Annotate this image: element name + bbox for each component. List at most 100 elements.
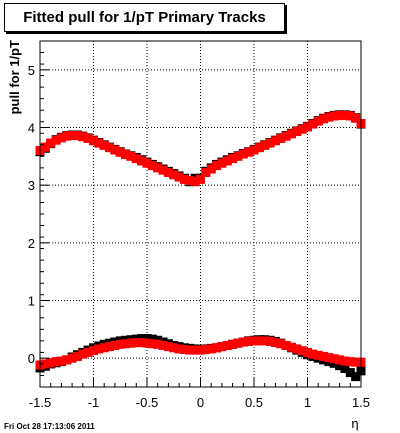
data-point — [313, 350, 323, 360]
data-point — [228, 339, 238, 349]
data-point — [110, 340, 120, 350]
chart-title: Fitted pull for 1/pT Primary Tracks — [4, 3, 285, 32]
axis-tick-labels: -1.5 -1 -0.5 0 0.5 1 1.5 0 1 2 3 4 5 — [28, 63, 370, 410]
data-point — [319, 114, 329, 124]
data-point — [72, 131, 82, 141]
data-point — [276, 339, 286, 349]
data-point — [335, 110, 345, 120]
data-point — [126, 151, 136, 161]
data-point — [94, 138, 104, 148]
data-point — [286, 129, 296, 139]
data-point — [46, 358, 56, 368]
data-point — [292, 127, 302, 137]
data-point — [340, 356, 350, 366]
data-point — [260, 336, 270, 346]
series-3 — [35, 336, 366, 370]
data-point — [329, 358, 339, 368]
data-point — [142, 158, 152, 168]
data-point — [174, 172, 184, 182]
data-point — [51, 135, 61, 145]
data-point — [217, 158, 227, 168]
data-point — [324, 112, 334, 122]
data-point — [179, 345, 189, 355]
data-point — [169, 170, 179, 180]
y-tick-label: 5 — [28, 63, 35, 78]
y-tick-label: 2 — [28, 236, 35, 251]
axis-ticks — [39, 40, 362, 388]
data-point — [158, 165, 168, 175]
data-point — [78, 349, 88, 359]
data-point — [254, 143, 264, 153]
data-point — [40, 142, 50, 152]
data-point — [265, 336, 275, 346]
data-point — [329, 354, 339, 364]
data-point — [260, 140, 270, 150]
data-point — [201, 167, 211, 177]
data-point — [147, 161, 157, 171]
data-point — [222, 340, 232, 350]
data-point — [67, 131, 77, 141]
data-point — [329, 111, 339, 121]
data-point — [89, 136, 98, 146]
data-point — [249, 145, 259, 155]
data-point — [72, 351, 82, 361]
data-point — [115, 339, 125, 349]
x-tick-label: 0 — [197, 395, 204, 410]
data-point — [99, 343, 109, 353]
data-point — [153, 339, 163, 349]
data-point — [292, 344, 302, 354]
data-point — [121, 150, 131, 160]
series-layer — [35, 110, 366, 382]
footer-timestamp: Fri Oct 28 17:13:06 2011 — [4, 422, 95, 431]
data-point — [308, 349, 318, 359]
data-point — [212, 343, 222, 353]
data-point — [83, 347, 93, 357]
data-point — [99, 140, 109, 150]
data-point — [190, 177, 200, 187]
data-point — [163, 167, 173, 177]
y-tick-label: 4 — [28, 121, 35, 136]
x-axis-label: η — [351, 416, 358, 431]
data-point — [131, 154, 141, 164]
data-point — [270, 338, 280, 348]
data-point — [265, 138, 275, 148]
data-point — [62, 131, 72, 141]
data-point — [340, 110, 350, 120]
data-point — [174, 344, 184, 354]
data-point — [286, 342, 296, 352]
data-point — [158, 340, 168, 350]
data-point — [56, 133, 66, 143]
data-point — [51, 357, 61, 367]
data-point — [335, 355, 345, 365]
data-point — [137, 156, 147, 166]
data-point — [206, 344, 216, 354]
data-point — [67, 353, 77, 363]
data-point — [313, 116, 323, 126]
data-point — [244, 147, 254, 157]
data-point — [185, 176, 195, 186]
data-point — [249, 336, 259, 346]
data-point — [238, 149, 248, 159]
y-axis-label: pull for 1/pT — [7, 40, 22, 114]
data-point — [94, 344, 104, 354]
data-point — [212, 161, 222, 171]
data-point — [222, 156, 232, 166]
data-point — [142, 334, 152, 344]
x-tick-label: 0.5 — [245, 395, 263, 410]
data-point — [201, 345, 211, 355]
data-point — [254, 336, 264, 346]
x-tick-label: -1.5 — [29, 395, 51, 410]
data-point — [281, 340, 291, 350]
data-point — [351, 357, 361, 367]
data-point — [233, 338, 243, 348]
data-point — [131, 338, 141, 348]
data-point — [89, 346, 98, 356]
data-point — [83, 133, 93, 143]
data-point — [179, 174, 189, 184]
data-point — [121, 339, 131, 349]
data-point — [217, 342, 227, 352]
data-point — [196, 174, 205, 184]
data-point — [147, 339, 157, 349]
data-point — [297, 124, 307, 134]
